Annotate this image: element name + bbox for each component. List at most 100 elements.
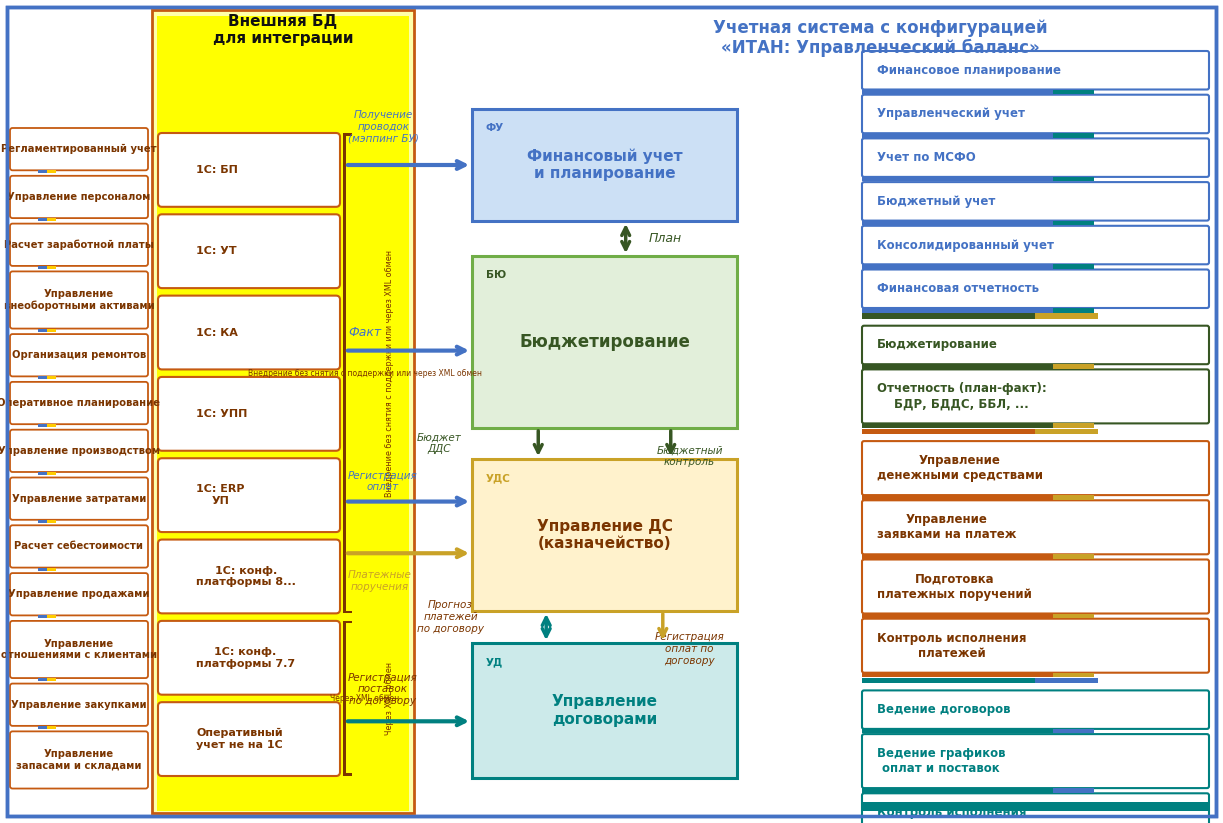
Text: 1С: УПП: 1С: УПП [196,409,247,419]
FancyBboxPatch shape [862,690,1210,729]
Text: Расчет заработной платы: Расчет заработной платы [4,239,154,250]
FancyBboxPatch shape [10,128,148,170]
FancyBboxPatch shape [158,621,340,695]
Bar [46,266,56,269]
Bar [38,424,46,427]
Text: Управление закупками: Управление закупками [11,700,147,709]
Bar [1053,365,1095,369]
Text: Внешняя БД
для интеграции: Внешняя БД для интеграции [213,14,353,46]
FancyBboxPatch shape [862,441,1210,495]
Text: Регистрация
поставок
по договору: Регистрация поставок по договору [349,672,418,706]
FancyBboxPatch shape [158,702,340,776]
Bar [1053,788,1095,793]
Bar [1036,678,1098,683]
Text: Финансовый учет
и планирование: Финансовый учет и планирование [527,148,682,181]
FancyBboxPatch shape [10,573,148,616]
FancyBboxPatch shape [862,326,1210,365]
Text: Факт: Факт [349,326,382,339]
Bar [38,678,46,681]
Bar [862,613,1053,618]
FancyBboxPatch shape [862,370,1210,423]
FancyBboxPatch shape [862,182,1210,221]
Text: Ведение договоров: Ведение договоров [877,703,1010,716]
FancyBboxPatch shape [10,334,148,376]
Bar [472,256,737,428]
FancyBboxPatch shape [10,430,148,472]
FancyBboxPatch shape [862,226,1210,264]
FancyBboxPatch shape [862,138,1210,177]
Bar [38,472,46,475]
Text: Управление
внеоборотными активами: Управление внеоборотными активами [4,289,154,311]
Bar [38,616,46,618]
Bar [1053,90,1095,94]
FancyBboxPatch shape [10,382,148,424]
Bar [862,90,1053,94]
FancyBboxPatch shape [158,540,340,613]
Bar [862,555,1053,559]
Bar [862,678,1036,683]
Bar [46,726,56,729]
FancyBboxPatch shape [10,684,148,726]
Bar [38,520,46,523]
Bar [1053,613,1095,618]
Text: УДС: УДС [486,473,511,483]
Bar [342,133,346,613]
Bar [862,729,1053,733]
FancyBboxPatch shape [862,500,1210,555]
Text: Получение
проводок
(мэппинг БУ): Получение проводок (мэппинг БУ) [349,110,418,143]
Bar [472,643,737,778]
Text: Финансовое планирование: Финансовое планирование [877,63,1062,77]
Text: Управление
договорами: Управление договорами [552,695,658,727]
FancyBboxPatch shape [10,732,148,788]
Bar [1053,264,1095,269]
Text: Управление ДС
(казначейство): Управление ДС (казначейство) [537,518,673,551]
Bar [46,568,56,570]
Bar [862,133,1053,137]
Text: Внедрение без снятия с поддержки или через XML обмен: Внедрение без снятия с поддержки или чер… [248,369,482,378]
FancyBboxPatch shape [862,51,1210,90]
FancyBboxPatch shape [862,734,1210,788]
FancyBboxPatch shape [10,272,148,328]
Text: Бюджет
ДДС: Бюджет ДДС [417,433,462,454]
Bar [1053,555,1095,559]
Text: Бюджетный учет: Бюджетный учет [877,195,996,208]
Text: Оперативный
учет не на 1С: Оперативный учет не на 1С [196,728,283,750]
Text: 1С: ERP
УП: 1С: ERP УП [196,485,245,506]
FancyBboxPatch shape [10,621,148,678]
Bar [1053,672,1095,677]
Bar [862,314,1036,319]
FancyBboxPatch shape [158,458,340,532]
Text: Управленческий учет: Управленческий учет [877,108,1025,120]
FancyBboxPatch shape [10,525,148,568]
Bar [862,221,1053,226]
Text: БЮ: БЮ [486,270,506,280]
FancyBboxPatch shape [10,224,148,266]
Bar [862,308,1053,313]
Text: Управление производством: Управление производством [0,446,160,456]
Bar [862,672,1053,677]
Bar [46,376,56,379]
Text: Управление
заявками на платеж: Управление заявками на платеж [877,514,1016,542]
Bar [46,472,56,475]
Bar [38,218,46,221]
Bar [1053,177,1095,181]
Text: Учет по МСФО: Учет по МСФО [877,151,976,164]
Bar [46,328,56,332]
Text: План: План [648,232,681,245]
Bar [1053,133,1095,137]
Bar [38,328,46,332]
Bar [342,774,352,776]
Bar [157,16,408,811]
Bar [152,10,415,813]
FancyBboxPatch shape [862,619,1210,672]
Bar [152,10,415,813]
Text: Прогноз
платежей
по договору: Прогноз платежей по договору [417,601,484,634]
Text: Бюджетирование: Бюджетирование [519,333,690,351]
Text: Управление
денежными средствами: Управление денежными средствами [877,454,1043,482]
Bar [38,568,46,570]
Bar [862,423,1053,428]
Text: Регистрация
оплат по
договору: Регистрация оплат по договору [654,632,724,666]
Text: 1С: КА: 1С: КА [196,328,238,337]
Text: Контроль исполнения
договоров: Контроль исполнения договоров [877,807,1026,823]
Text: Учетная система с конфигурацией
«ИТАН: Управленческий баланс»: Учетная система с конфигурацией «ИТАН: У… [713,18,1047,58]
